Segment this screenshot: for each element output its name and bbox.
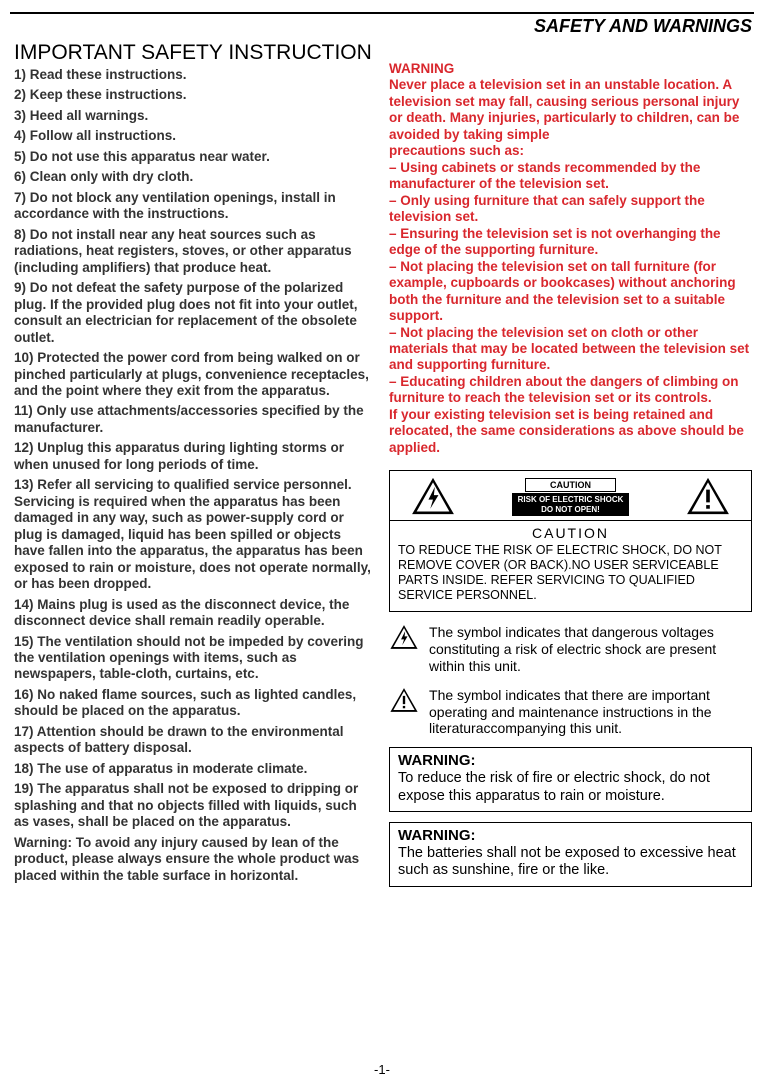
lightning-triangle-icon (410, 476, 456, 516)
instruction-12: 12) Unplug this apparatus during lightin… (14, 440, 375, 473)
caution-center-labels: CAUTION RISK OF ELECTRIC SHOCK DO NOT OP… (512, 475, 630, 516)
red-warning-text: WARNINGNever place a television set in a… (389, 61, 752, 456)
caution-heading: CAUTION (398, 525, 743, 541)
symbol-2-text: The symbol indicates that there are impo… (429, 687, 752, 737)
caution-risk-text: RISK OF ELECTRIC SHOCK DO NOT OPEN! (512, 493, 630, 516)
warning-1-title: WARNING: (398, 752, 476, 769)
caution-label: CAUTION (525, 478, 616, 492)
content-columns: IMPORTANT SAFETY INSTRUCTION 1) Read the… (10, 41, 754, 888)
risk-line-1: RISK OF ELECTRIC SHOCK (518, 495, 624, 505)
instruction-18: 18) The use of apparatus in moderate cli… (14, 761, 375, 777)
instruction-1: 1) Read these instructions. (14, 67, 375, 83)
section-title: IMPORTANT SAFETY INSTRUCTION (14, 41, 375, 65)
right-column: WARNINGNever place a television set in a… (389, 41, 754, 888)
header-rule (10, 12, 754, 14)
page-header: SAFETY AND WARNINGS (10, 16, 754, 37)
page-number: -1- (0, 1062, 764, 1077)
caution-body-text: TO REDUCE THE RISK OF ELECTRIC SHOCK, DO… (398, 543, 743, 603)
warning-2-title: WARNING: (398, 827, 476, 844)
caution-bottom: CAUTION TO REDUCE THE RISK OF ELECTRIC S… (390, 521, 751, 611)
instruction-16: 16) No naked flame sources, such as ligh… (14, 687, 375, 720)
lightning-small-icon (389, 624, 419, 650)
exclamation-small-icon (389, 687, 419, 713)
instruction-10: 10) Protected the power cord from being … (14, 350, 375, 399)
instruction-15: 15) The ventilation should not be impede… (14, 634, 375, 683)
risk-line-2: DO NOT OPEN! (518, 505, 624, 515)
instruction-9: 9) Do not defeat the safety purpose of t… (14, 280, 375, 346)
instruction-5: 5) Do not use this apparatus near water. (14, 149, 375, 165)
symbol-row-1: The symbol indicates that dangerous volt… (389, 624, 752, 674)
symbol-1-text: The symbol indicates that dangerous volt… (429, 624, 752, 674)
warning-1-text: To reduce the risk of fire or electric s… (398, 770, 743, 805)
instruction-2: 2) Keep these instructions. (14, 87, 375, 103)
instruction-warning: Warning: To avoid any injury caused by l… (14, 835, 375, 884)
instruction-3: 3) Heed all warnings. (14, 108, 375, 124)
caution-top-row: CAUTION RISK OF ELECTRIC SHOCK DO NOT OP… (390, 471, 751, 521)
instruction-4: 4) Follow all instructions. (14, 128, 375, 144)
left-column: IMPORTANT SAFETY INSTRUCTION 1) Read the… (10, 41, 375, 888)
warning-2-text: The batteries shall not be exposed to ex… (398, 845, 743, 880)
instruction-8: 8) Do not install near any heat sources … (14, 227, 375, 276)
instruction-13: 13) Refer all servicing to qualified ser… (14, 477, 375, 592)
warning-box-1: WARNING: To reduce the risk of fire or e… (389, 747, 752, 812)
instruction-6: 6) Clean only with dry cloth. (14, 169, 375, 185)
caution-box: CAUTION RISK OF ELECTRIC SHOCK DO NOT OP… (389, 470, 752, 612)
instruction-14: 14) Mains plug is used as the disconnect… (14, 597, 375, 630)
instruction-7: 7) Do not block any ventilation openings… (14, 190, 375, 223)
exclamation-triangle-icon (685, 476, 731, 516)
instruction-17: 17) Attention should be drawn to the env… (14, 724, 375, 757)
warning-box-2: WARNING: The batteries shall not be expo… (389, 822, 752, 887)
instruction-11: 11) Only use attachments/accessories spe… (14, 403, 375, 436)
symbol-row-2: The symbol indicates that there are impo… (389, 687, 752, 737)
instruction-19: 19) The apparatus shall not be exposed t… (14, 781, 375, 830)
